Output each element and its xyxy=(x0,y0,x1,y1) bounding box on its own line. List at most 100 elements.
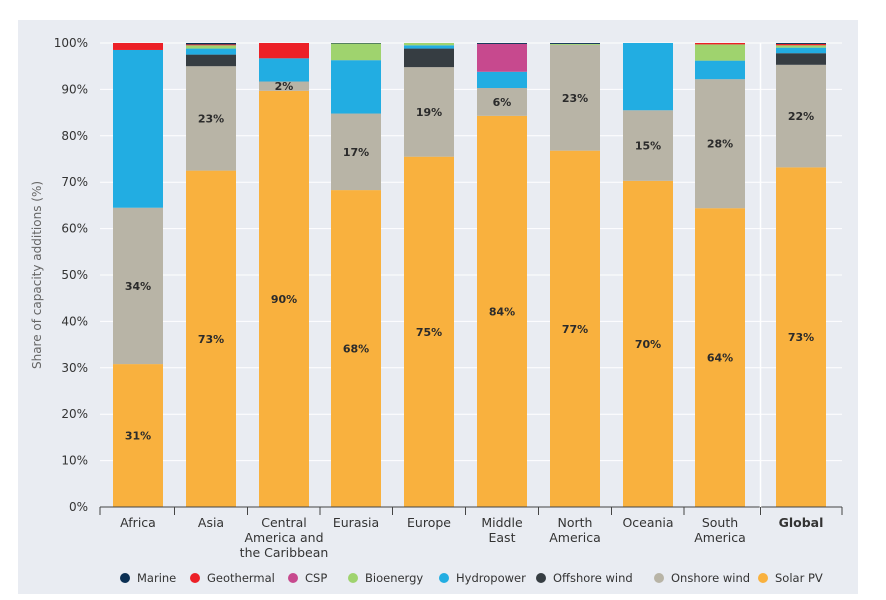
data-label: 70% xyxy=(635,338,661,351)
bar-segment xyxy=(186,43,236,45)
bar-segment xyxy=(113,49,163,208)
y-tick-label: 0% xyxy=(69,500,88,514)
bar-segment xyxy=(404,43,454,46)
x-category-label: Europe xyxy=(407,515,451,530)
bars xyxy=(113,43,826,508)
legend-swatch xyxy=(758,573,768,583)
y-tick-label: 100% xyxy=(54,36,88,50)
data-label: 77% xyxy=(562,323,588,336)
bar-segment xyxy=(477,71,527,89)
legend-label: Bioenergy xyxy=(365,571,423,585)
data-label: 73% xyxy=(198,333,224,346)
bar-segment xyxy=(477,115,527,508)
bar-segment xyxy=(113,43,163,50)
data-label: 68% xyxy=(343,343,369,356)
bar-segment xyxy=(776,167,826,508)
legend-item: Hydropower xyxy=(439,571,526,585)
legend-item: Offshore wind xyxy=(536,571,633,585)
bar-segment xyxy=(550,44,600,151)
bar-segment xyxy=(186,170,236,507)
x-category-label: Middle East xyxy=(481,515,523,545)
y-tick-label: 30% xyxy=(61,361,88,375)
data-label: 73% xyxy=(788,331,814,344)
data-label: 22% xyxy=(788,110,814,123)
y-tick-label: 60% xyxy=(61,222,88,236)
bar-segment xyxy=(404,45,454,49)
bar-segment xyxy=(477,88,527,116)
bar-segment xyxy=(259,58,309,82)
y-axis-label: Share of capacity additions (%) xyxy=(30,181,44,369)
legend-label: Marine xyxy=(137,571,176,585)
y-tick-label: 90% xyxy=(61,82,88,96)
legend-swatch xyxy=(439,573,449,583)
bar-segment xyxy=(776,43,826,44)
x-category-label: North America xyxy=(549,515,601,545)
y-tick-label: 40% xyxy=(61,314,88,328)
bar-segment xyxy=(550,150,600,507)
legend-item: Onshore wind xyxy=(654,571,750,585)
legend-item: Solar PV xyxy=(758,571,823,585)
y-tick-label: 20% xyxy=(61,407,88,421)
data-label: 34% xyxy=(125,280,151,293)
y-tick-label: 80% xyxy=(61,129,88,143)
bar-segment xyxy=(695,43,745,45)
legend-label: Offshore wind xyxy=(553,571,633,585)
bar-segment xyxy=(695,79,745,209)
bar-segment xyxy=(331,43,381,61)
bar-segment xyxy=(259,90,309,508)
bar-segment xyxy=(623,180,673,508)
bar-segment xyxy=(331,60,381,114)
bar-segment xyxy=(776,64,826,168)
data-label: 28% xyxy=(707,138,733,151)
bar-segment xyxy=(259,81,309,91)
data-label: 75% xyxy=(416,326,442,339)
data-labels: 31% 34% 73% 23% 90% 2% 68% 17% 75% 19% 84% 6% 77% 23%… xyxy=(125,80,814,442)
data-label: 64% xyxy=(707,352,733,365)
bar-segment xyxy=(477,43,527,44)
legend-label: Geothermal xyxy=(207,571,275,585)
bar-segment xyxy=(404,156,454,507)
x-category-label: Global xyxy=(779,515,824,530)
legend-item: Marine xyxy=(120,571,176,585)
data-label: 2% xyxy=(275,80,294,93)
bar-segment xyxy=(695,208,745,507)
legend-swatch xyxy=(654,573,664,583)
data-label: 90% xyxy=(271,293,297,306)
legend-swatch xyxy=(536,573,546,583)
legend-label: Onshore wind xyxy=(671,571,750,585)
legend-item: Bioenergy xyxy=(348,571,423,585)
bar-segment xyxy=(113,364,163,507)
y-tick-label: 70% xyxy=(61,175,88,189)
data-label: 15% xyxy=(635,140,661,153)
bar-segment xyxy=(186,66,236,171)
legend-label: Hydropower xyxy=(456,571,526,585)
bar-segment xyxy=(776,45,826,48)
data-label: 17% xyxy=(343,146,369,159)
bar-segment xyxy=(623,110,673,181)
bar-segment xyxy=(623,43,673,111)
y-axis: 0% 10% 20% 30% 40% 50% 60% 70% 80% 90% 100% xyxy=(54,36,88,514)
legend: Marine Geothermal CSP Bioenergy Hydropower Of… xyxy=(120,571,823,585)
bar-segment xyxy=(776,43,826,46)
bar-segment xyxy=(331,190,381,507)
x-category-label: Eurasia xyxy=(333,515,379,530)
bar-segment xyxy=(186,44,236,46)
bar-segment xyxy=(695,44,745,61)
bar-segment xyxy=(404,67,454,157)
legend-label: CSP xyxy=(305,571,327,585)
legend-swatch xyxy=(348,573,358,583)
data-label: 31% xyxy=(125,430,151,443)
bar-segment xyxy=(695,60,745,80)
legend-item: CSP xyxy=(288,571,327,585)
bar-segment xyxy=(259,43,309,59)
bar-segment xyxy=(331,113,381,191)
x-category-label: Central America and the Caribbean xyxy=(240,515,329,560)
legend-swatch xyxy=(190,573,200,583)
x-category-label: Oceania xyxy=(622,515,673,530)
x-category-label: South America xyxy=(694,515,746,545)
x-category-label: Asia xyxy=(198,515,224,530)
y-tick-label: 50% xyxy=(61,268,88,282)
bar-segment xyxy=(186,54,236,67)
bar-segment xyxy=(776,47,826,54)
